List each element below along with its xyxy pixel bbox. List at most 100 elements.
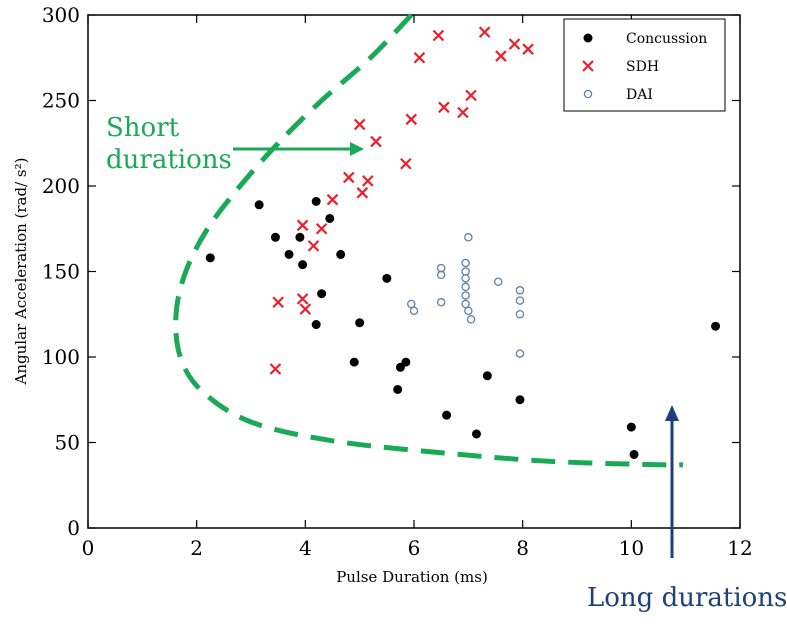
short-durations-line2: durations [106, 145, 232, 175]
sdh-point [495, 50, 507, 62]
sdh-point [343, 171, 355, 184]
dai-point [461, 282, 470, 292]
sdh-point [307, 240, 320, 252]
sdh-point [405, 113, 418, 126]
dai-point [515, 296, 525, 305]
sdh-point [522, 43, 534, 55]
sdh-point [272, 296, 284, 309]
short-durations-line1: Short [106, 113, 180, 143]
concussion-point [349, 357, 359, 367]
dai-point [436, 270, 446, 280]
boundary-dashed-curve [173, 13, 683, 468]
legend: Concussion SDH DAI [563, 18, 726, 112]
sdh-point [508, 38, 521, 50]
series-concussion [205, 196, 721, 459]
sdh-point [413, 51, 426, 64]
concussion-point [515, 395, 525, 405]
concussion-point [355, 318, 365, 328]
concussion-point [626, 422, 636, 432]
x-tick-label: 4 [299, 536, 312, 560]
y-tick-label: 250 [42, 89, 80, 113]
sdh-point [296, 293, 309, 305]
plot-area: 0 2 4 6 8 10 12 0 50 100 150 200 250 300 [42, 3, 753, 560]
concussion-point [311, 196, 321, 206]
dai-point [515, 309, 525, 319]
dai-point [436, 298, 446, 307]
concussion-point [629, 449, 639, 459]
x-tick-label: 8 [516, 536, 529, 560]
sdh-point [296, 219, 309, 232]
dai-point [461, 299, 470, 309]
sdh-point [465, 89, 477, 102]
concussion-point [471, 429, 481, 439]
concussion-point [382, 273, 392, 283]
dai-point [461, 291, 470, 300]
long-durations-label: Long durations [587, 583, 787, 613]
concussion-point [311, 320, 321, 330]
dai-point [515, 349, 525, 358]
x-axis-title: Pulse Duration (ms) [336, 568, 488, 586]
marks-layer [205, 26, 721, 459]
dai-point [409, 306, 419, 316]
dai-point [466, 315, 476, 324]
concussion-point [284, 249, 294, 259]
dai-point [493, 277, 503, 287]
concussion-point [254, 200, 264, 210]
legend-label-sdh: SDH [626, 59, 659, 75]
legend-label-dai: DAI [626, 87, 653, 103]
legend-marker-dai [583, 89, 593, 99]
dai-point [461, 274, 470, 283]
sdh-point [400, 157, 412, 170]
y-tick-label: 300 [42, 3, 80, 27]
dai-point [436, 263, 446, 273]
concussion-point [295, 232, 305, 242]
y-tick-label: 0 [67, 516, 80, 540]
concussion-point [393, 384, 403, 394]
x-tick-label: 2 [190, 536, 203, 560]
x-tick-label: 0 [82, 536, 95, 560]
dai-point [407, 299, 416, 309]
concussion-point [325, 213, 335, 223]
boundary-layer [173, 13, 683, 468]
concussion-point [711, 321, 721, 331]
concussion-point [442, 410, 452, 420]
y-axis-title: Angular Acceleration (rad/ s²) [12, 158, 30, 386]
sdh-point [362, 175, 374, 187]
long-durations-arrow-head [665, 405, 679, 421]
sdh-point [356, 187, 369, 199]
dai-point [461, 258, 470, 268]
concussion-point [401, 357, 411, 367]
sdh-point [438, 101, 450, 114]
sdh-point [269, 363, 282, 375]
legend-marker-sdh [582, 60, 594, 72]
x-tick-label: 10 [619, 536, 644, 560]
concussion-point [270, 232, 280, 242]
concussion-point [317, 289, 327, 299]
y-tick-label: 100 [42, 345, 80, 369]
legend-marker-concussion [583, 33, 593, 43]
y-tick-label: 50 [55, 431, 80, 455]
sdh-point [326, 193, 339, 206]
x-tick-label: 6 [408, 536, 421, 560]
sdh-point [299, 303, 312, 315]
sdh-point [370, 135, 382, 148]
dai-point [464, 306, 473, 316]
concussion-point [205, 253, 215, 263]
series-dai [407, 233, 525, 358]
x-tick-label: 12 [727, 536, 752, 560]
sdh-point [315, 222, 328, 235]
y-tick-label: 150 [42, 260, 80, 284]
legend-label-concussion: Concussion [626, 31, 707, 47]
dai-point [464, 233, 473, 242]
concussion-point [482, 371, 492, 381]
concussion-point [298, 260, 308, 270]
concussion-point [336, 249, 346, 259]
sdh-point [432, 29, 445, 42]
dai-point [515, 286, 525, 295]
y-tick-label: 200 [42, 174, 80, 198]
short-durations-arrow-head [350, 142, 364, 156]
annotation-layer: Short durations Long durations [106, 113, 787, 613]
series-sdh [269, 26, 534, 375]
sdh-point [478, 26, 491, 38]
